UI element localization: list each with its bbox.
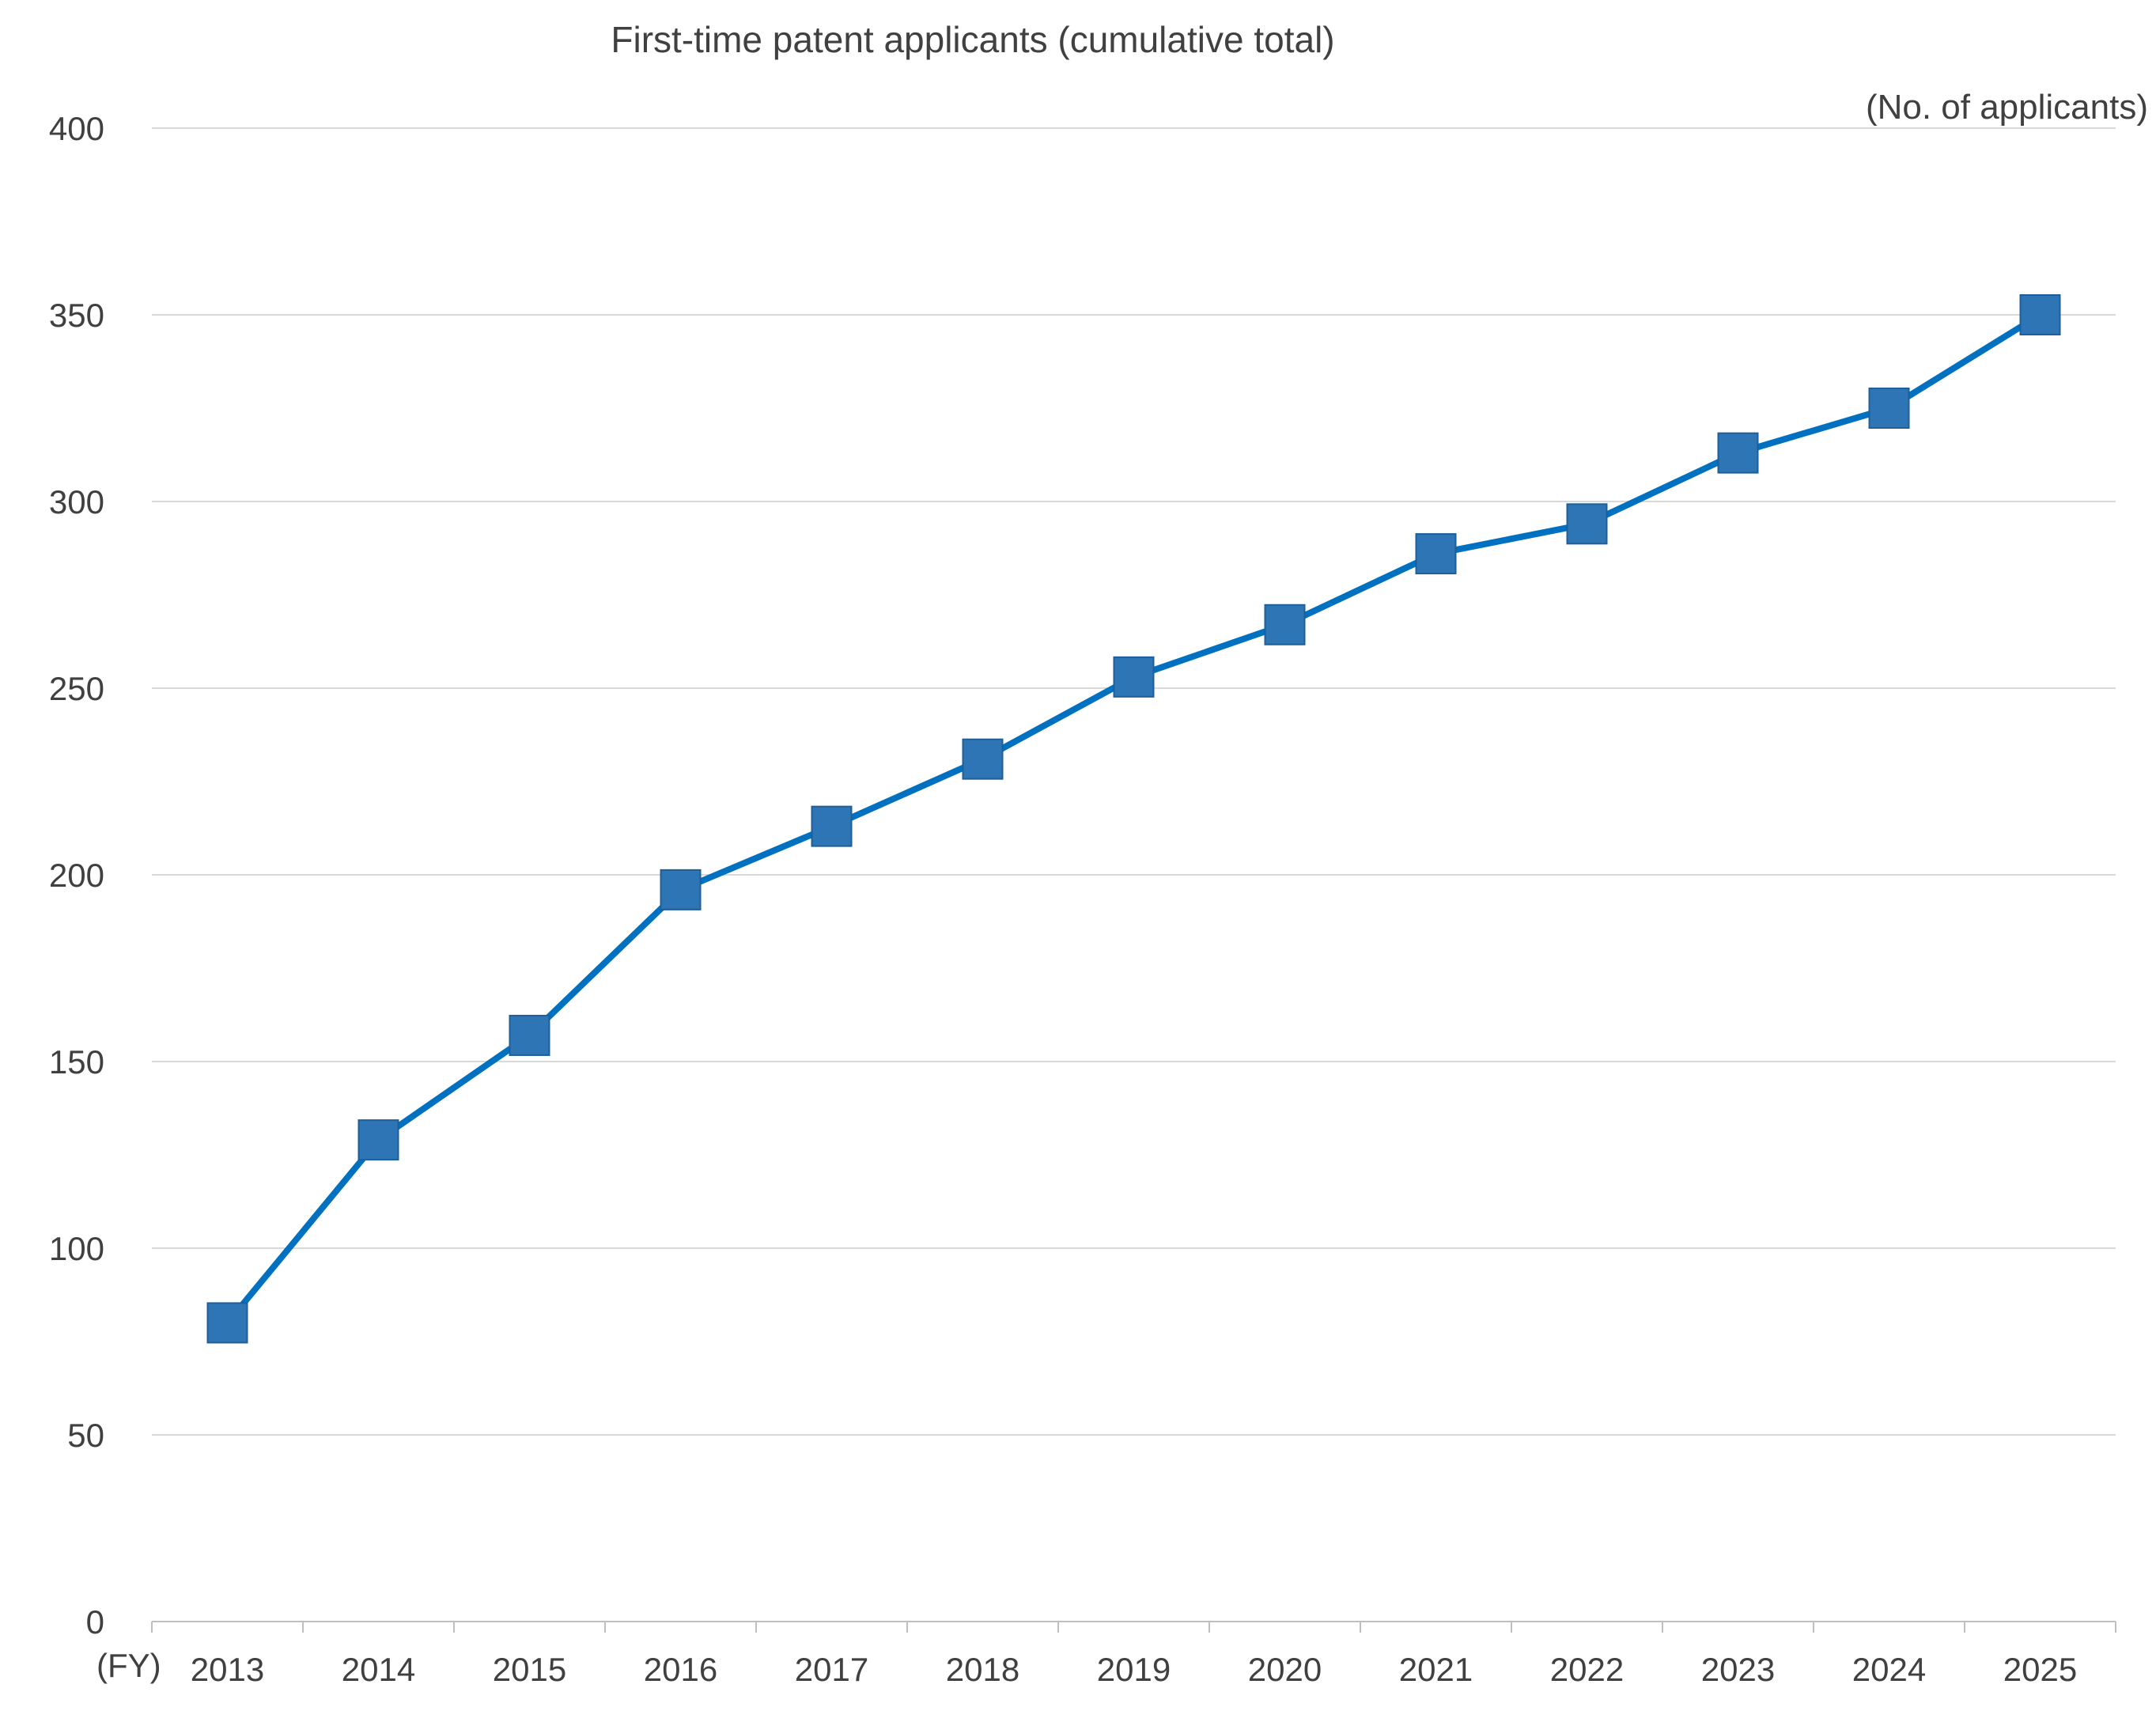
x-axis-unit-label: (FY) (96, 1647, 161, 1684)
y-tick-label: 0 (86, 1603, 104, 1641)
x-tick-label: 2020 (1248, 1651, 1322, 1688)
data-point-marker (1717, 432, 1759, 474)
x-tick-label: 2016 (644, 1651, 717, 1688)
data-point-marker (1264, 604, 1306, 645)
x-tick-label: 2015 (493, 1651, 566, 1688)
series-line-path (224, 312, 2044, 1327)
series-markers (206, 294, 2061, 1344)
data-point-marker (357, 1119, 399, 1161)
y-tick-label: 200 (49, 857, 104, 894)
y-tick-label: 300 (49, 483, 104, 520)
series-line (224, 312, 2044, 1327)
y-tick-label: 50 (67, 1417, 104, 1454)
x-tick-label: 2021 (1399, 1651, 1473, 1688)
x-tick-label: 2023 (1701, 1651, 1775, 1688)
x-tick-label: 2025 (2003, 1651, 2077, 1688)
y-tick-label: 150 (49, 1043, 104, 1081)
y-tick-label: 350 (49, 297, 104, 334)
data-point-marker (509, 1014, 550, 1056)
x-axis: 2013 2014 2015 2016 2017 2018 2019 2020 2021 2022… (151, 1621, 2116, 1688)
data-point-marker (1415, 533, 1457, 575)
x-tick-label: 2024 (1852, 1651, 1926, 1688)
x-tick-label: 2019 (1097, 1651, 1171, 1688)
data-point-marker (1868, 388, 1910, 429)
x-tick-label: 2014 (342, 1651, 415, 1688)
y-tick-label: 100 (49, 1230, 104, 1267)
y-tick-label: 250 (49, 670, 104, 707)
data-point-marker (206, 1302, 248, 1344)
chart-title: First-time patent applicants (cumulative… (611, 19, 1334, 60)
x-tick-label: 2018 (946, 1651, 1019, 1688)
data-point-marker (962, 738, 1004, 780)
data-point-marker (660, 869, 702, 910)
y-axis-unit-label: (No. of applicants) (1866, 88, 2148, 127)
grid-lines (152, 127, 2116, 1436)
y-tick-label: 400 (49, 110, 104, 147)
x-tick-label: 2022 (1550, 1651, 1624, 1688)
y-axis-ticks: 0 50 100 150 200 250 300 350 400 (49, 110, 104, 1641)
data-point-marker (811, 805, 853, 847)
data-point-marker (1113, 656, 1155, 698)
x-tick-label: 2017 (795, 1651, 868, 1688)
data-point-marker (1566, 503, 1608, 545)
x-tick-label: 2013 (191, 1651, 264, 1688)
data-point-marker (2019, 294, 2061, 335)
